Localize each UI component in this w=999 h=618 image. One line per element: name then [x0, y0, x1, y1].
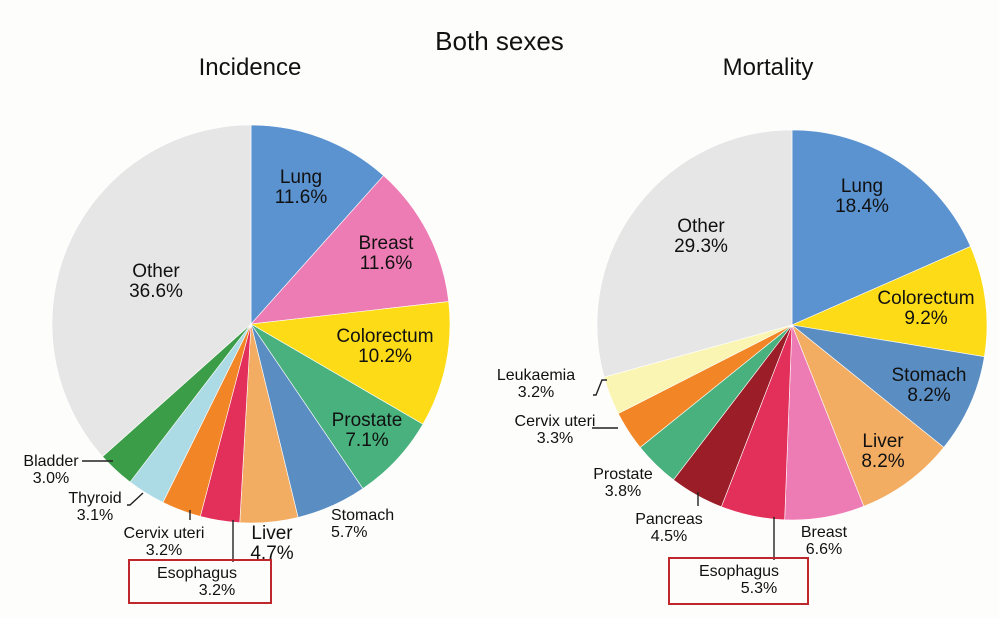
incidence-value-prostate: 7.1% — [345, 430, 388, 451]
mortality-slice-stomach — [790, 324, 985, 448]
figure-title: Both sexes — [435, 26, 564, 56]
incidence-slice-other — [51, 124, 252, 457]
incidence-value-lung: 11.6% — [275, 187, 328, 208]
incidence-label-bladder: Bladder — [23, 453, 79, 470]
mortality-highlight-box-esophagus — [668, 557, 809, 605]
incidence-highlight-box-esophagus — [128, 559, 272, 604]
mortality-label-cervix-uteri: Cervix uteri — [515, 413, 596, 430]
incidence-value-cervix-uteri: 3.2% — [146, 542, 182, 559]
incidence-slice-colorectum — [250, 301, 451, 425]
incidence-value-stomach: 5.7% — [331, 524, 367, 541]
mortality-label-liver: Liver — [862, 431, 904, 452]
mortality-label-esophagus: Esophagus — [699, 563, 779, 580]
incidence-leader-thyroid — [127, 492, 144, 506]
incidence-value-other: 36.6% — [129, 281, 183, 302]
mortality-label-lung: Lung — [841, 176, 883, 197]
incidence-label-esophagus: Esophagus — [157, 565, 237, 582]
mortality-value-prostate: 3.8% — [605, 483, 641, 500]
mortality-label-leukaemia: Leukaemia — [497, 367, 575, 384]
incidence-label-lung: Lung — [280, 167, 322, 188]
mortality-pie — [596, 129, 988, 521]
incidence-value-bladder: 3.0% — [33, 470, 69, 487]
incidence-label-breast: Breast — [359, 233, 415, 254]
mortality-value-pancreas: 4.5% — [651, 528, 687, 545]
incidence-slice-breast — [250, 175, 450, 325]
incidence-labels: Lung11.6%Breast11.6%Colorectum10.2%Prost… — [23, 167, 434, 604]
mortality-label-pancreas: Pancreas — [635, 511, 703, 528]
mortality-value-other: 29.3% — [674, 236, 728, 257]
mortality-leader-leukaemia — [593, 379, 607, 396]
incidence-label-other: Other — [132, 261, 180, 282]
incidence-pie — [51, 124, 451, 524]
mortality-value-colorectum: 9.2% — [904, 308, 947, 329]
mortality-value-stomach: 8.2% — [907, 385, 950, 406]
mortality-value-liver: 8.2% — [861, 451, 904, 472]
mortality-chart-title: Mortality — [722, 54, 814, 81]
incidence-slice-lung — [250, 124, 384, 325]
mortality-label-prostate: Prostate — [593, 466, 653, 483]
mortality-value-cervix-uteri: 3.3% — [537, 430, 573, 447]
incidence-value-thyroid: 3.1% — [77, 507, 113, 524]
incidence-label-stomach: Stomach — [331, 507, 394, 524]
incidence-value-liver: 4.7% — [250, 543, 293, 564]
mortality-value-esophagus: 5.3% — [741, 580, 777, 597]
mortality-label-stomach: Stomach — [892, 365, 967, 386]
mortality-slice-liver — [791, 324, 945, 507]
mortality-label-other: Other — [677, 216, 725, 237]
incidence-value-breast: 11.6% — [360, 253, 413, 274]
incidence-label-colorectum: Colorectum — [336, 326, 433, 347]
incidence-label-liver: Liver — [251, 523, 293, 544]
mortality-labels: Lung18.4%Colorectum9.2%Stomach8.2%Liver8… — [497, 176, 975, 605]
mortality-value-lung: 18.4% — [835, 196, 889, 217]
incidence-chart-title: Incidence — [198, 54, 302, 81]
mortality-label-colorectum: Colorectum — [877, 288, 974, 309]
mortality-slice-colorectum — [790, 246, 988, 358]
mortality-slice-other — [596, 129, 793, 378]
incidence-label-prostate: Prostate — [332, 410, 403, 431]
mortality-slice-lung — [791, 129, 971, 326]
incidence-label-thyroid: Thyroid — [68, 490, 121, 507]
incidence-value-colorectum: 10.2% — [358, 346, 412, 367]
mortality-value-breast: 6.6% — [806, 541, 842, 558]
mortality-label-breast: Breast — [801, 524, 848, 541]
incidence-label-cervix-uteri: Cervix uteri — [124, 525, 205, 542]
incidence-value-esophagus: 3.2% — [199, 582, 235, 599]
mortality-value-leukaemia: 3.2% — [518, 384, 554, 401]
